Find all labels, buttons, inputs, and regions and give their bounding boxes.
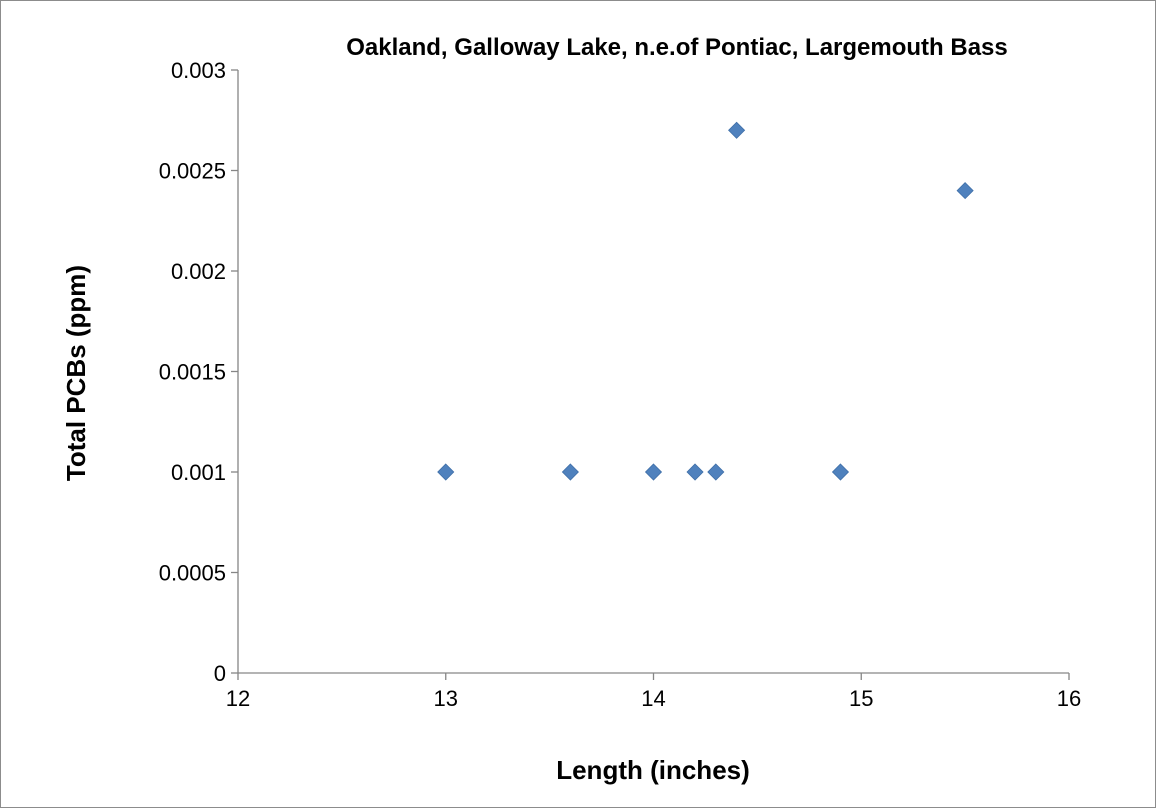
x-tick-label: 14 [641, 686, 665, 711]
x-tick-label: 15 [849, 686, 873, 711]
x-tick-label: 16 [1057, 686, 1081, 711]
x-axis-ticks: 12 13 14 15 16 [226, 673, 1081, 711]
y-tick-label: 0.0015 [159, 360, 226, 385]
axes [237, 70, 1069, 674]
y-tick-label: 0.001 [171, 460, 226, 485]
data-point-diamond [561, 463, 579, 481]
x-tick-label: 12 [226, 686, 250, 711]
data-point-diamond [728, 121, 746, 139]
y-tick-label: 0 [214, 661, 226, 686]
x-tick-label: 13 [434, 686, 458, 711]
y-tick-label: 0.0025 [159, 159, 226, 184]
data-point-diamond [831, 463, 850, 481]
data-point-diamond [437, 463, 455, 481]
y-tick-label: 0.0005 [159, 561, 226, 586]
data-points [437, 121, 974, 481]
y-axis-ticks: 0 0.0005 0.001 0.0015 0.002 0.0025 0.003 [159, 58, 238, 686]
x-axis-title: Length (inches) [556, 755, 750, 785]
y-axis-title: Total PCBs (ppm) [61, 265, 91, 481]
y-tick-label: 0.002 [171, 259, 226, 284]
chart-title: Oakland, Galloway Lake, n.e.of Pontiac, … [346, 34, 1008, 61]
data-point-diamond [644, 463, 663, 481]
data-point-diamond [956, 182, 974, 200]
data-point-diamond [707, 463, 725, 481]
data-point-diamond [686, 463, 704, 481]
y-tick-label: 0.003 [171, 58, 226, 83]
